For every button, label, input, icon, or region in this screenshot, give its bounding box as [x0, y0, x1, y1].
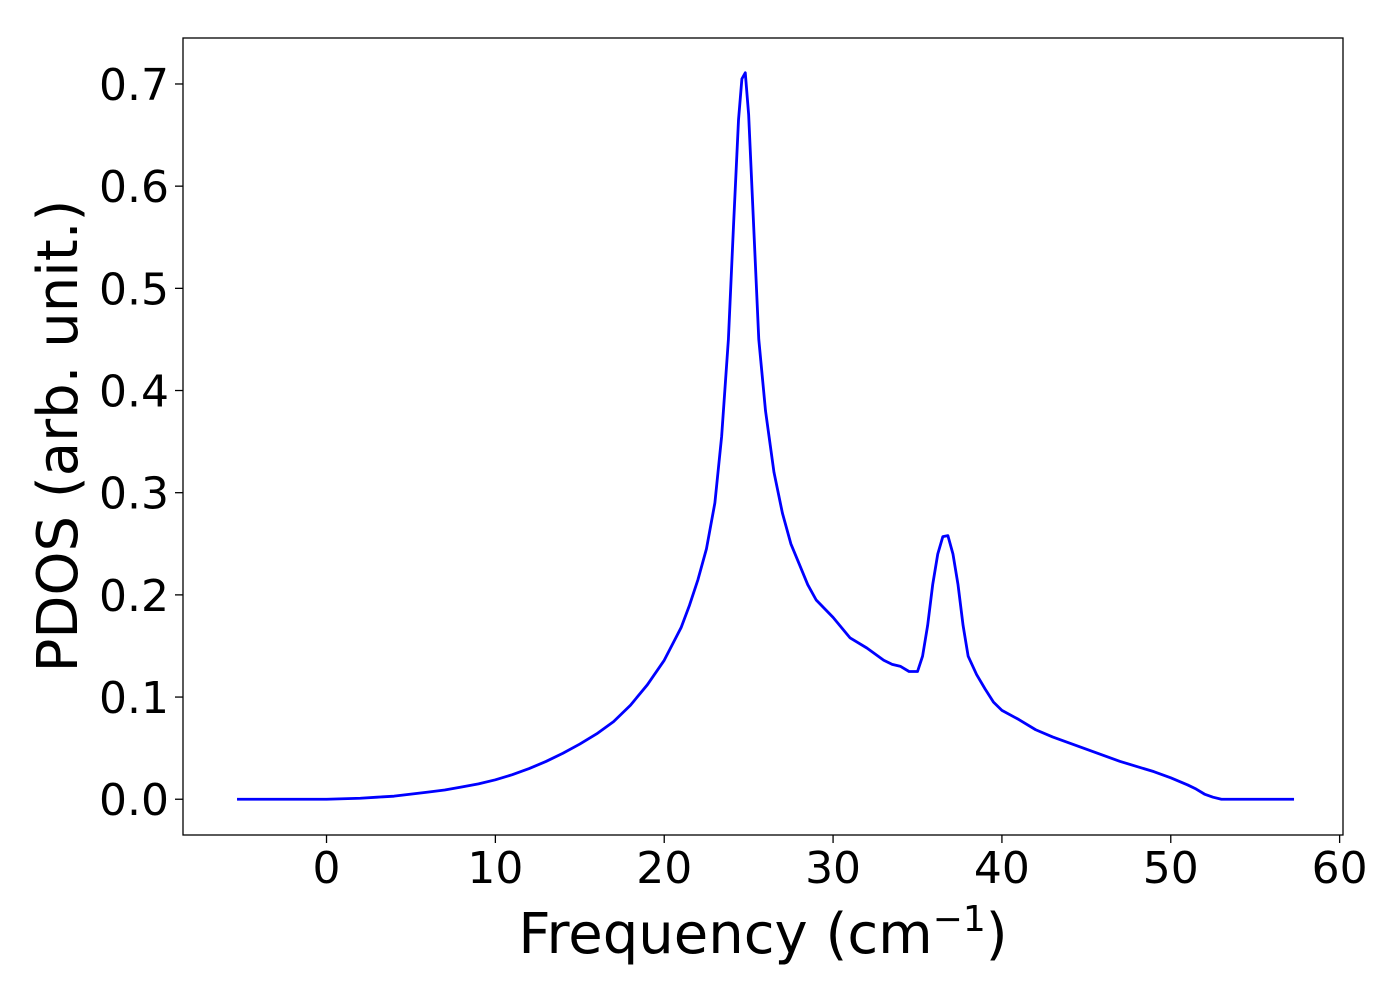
x-tick-label: 40: [974, 843, 1030, 894]
y-axis-label: PDOS (arb. unit.): [26, 200, 91, 673]
x-tick-label: 30: [805, 843, 861, 894]
plot-frame: [182, 37, 1344, 836]
y-tick-label: 0.5: [99, 264, 169, 315]
x-tick-label: 10: [467, 843, 523, 894]
y-axis-ticks: 0.0 0.1 0.2 0.3 0.4 0.5 0.6 0.7: [99, 60, 183, 826]
y-tick-label: 0.4: [99, 367, 169, 418]
y-tick-label: 0.2: [99, 571, 169, 622]
y-tick-label: 0.1: [99, 673, 169, 724]
y-tick-label: 0.0: [99, 775, 169, 826]
series-line: [237, 71, 1295, 801]
x-axis-ticks: 0 10 20 30 40 50 60: [313, 835, 1368, 894]
y-tick-label: 0.3: [99, 469, 169, 520]
x-tick-label: 60: [1312, 843, 1368, 894]
y-tick-label: 0.6: [99, 162, 169, 213]
x-axis-label: Frequency (cm−1): [518, 899, 1007, 967]
x-tick-label: 50: [1143, 843, 1199, 894]
x-tick-label: 0: [313, 843, 341, 894]
x-tick-label: 20: [636, 843, 692, 894]
y-tick-label: 0.7: [99, 60, 169, 111]
